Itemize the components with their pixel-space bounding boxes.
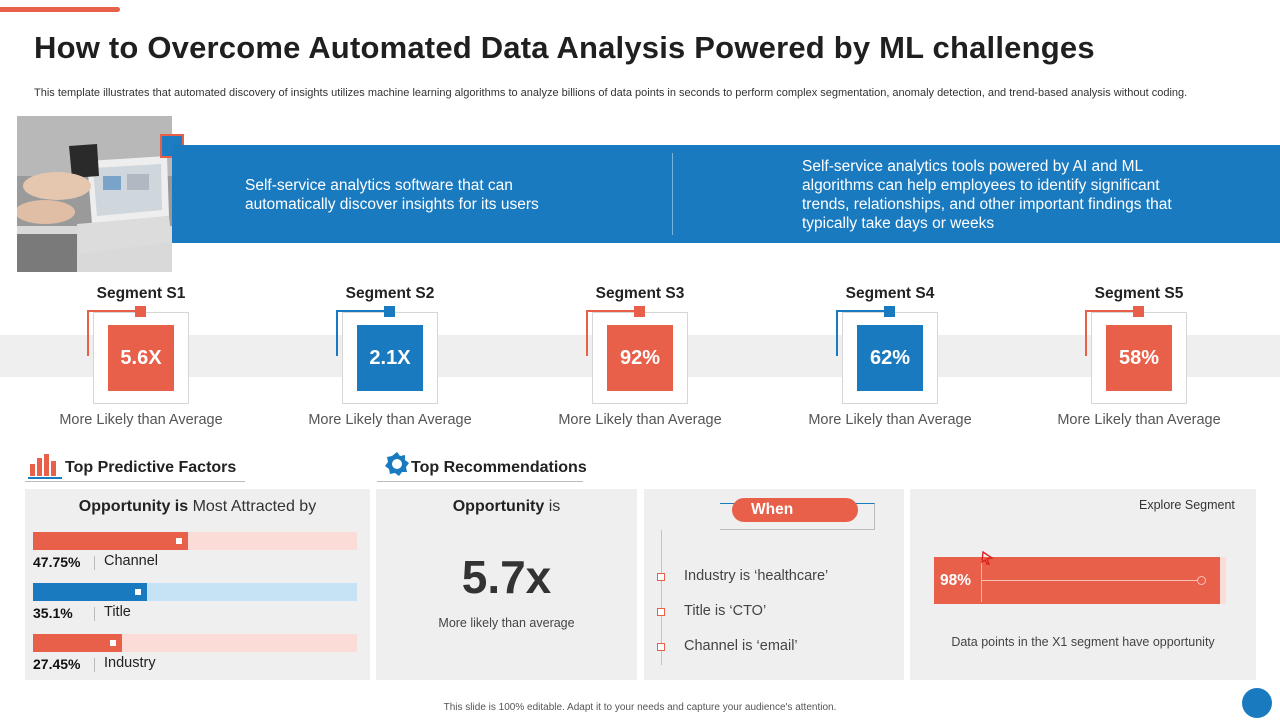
predictive-title-rest: Most Attracted by bbox=[192, 498, 317, 515]
banner-right-text: Self-service analytics tools powered by … bbox=[802, 158, 1172, 232]
recommendations-heading: Top Recommendations bbox=[411, 459, 587, 476]
factor-separator bbox=[94, 658, 95, 672]
segment-value: 92% bbox=[607, 325, 673, 391]
factor-bar-fill bbox=[33, 532, 188, 550]
factor-bar-knob bbox=[176, 538, 182, 544]
segment-bracket bbox=[1085, 310, 1139, 356]
explore-value: 98% bbox=[940, 572, 972, 589]
factor-label: Industry bbox=[104, 655, 156, 671]
segment-card: Segment S4 62% More Likely than Average bbox=[790, 285, 990, 435]
footer-note: This slide is 100% editable. Adapt it to… bbox=[443, 702, 837, 713]
badge-icon bbox=[384, 451, 410, 477]
explore-bar-knob bbox=[1197, 576, 1206, 585]
banner-divider bbox=[672, 153, 673, 235]
factor-bar-track bbox=[33, 634, 357, 652]
explore-caption: Data points in the X1 segment have oppor… bbox=[951, 635, 1215, 649]
segment-caption: More Likely than Average bbox=[59, 412, 223, 428]
laptop-photo bbox=[17, 116, 172, 272]
condition-item: Title is ‘CTO’ bbox=[684, 603, 767, 619]
condition-bullet bbox=[657, 643, 665, 651]
segment-value: 2.1X bbox=[357, 325, 423, 391]
factor-label: Channel bbox=[104, 553, 159, 569]
segment-caption: More Likely than Average bbox=[558, 412, 722, 428]
segment-title: Segment S3 bbox=[595, 285, 685, 302]
condition-item: Channel is ‘email’ bbox=[684, 638, 798, 654]
condition-bullet bbox=[657, 608, 665, 616]
segment-card: Segment S5 58% More Likely than Average bbox=[1039, 285, 1239, 435]
when-timeline bbox=[661, 530, 662, 665]
segment-bracket bbox=[336, 310, 390, 356]
factor-separator bbox=[94, 556, 95, 570]
segment-value: 5.6X bbox=[108, 325, 174, 391]
segment-title: Segment S5 bbox=[1094, 285, 1184, 302]
factor-separator bbox=[94, 607, 95, 621]
condition-item: Industry is ‘healthcare’ bbox=[684, 568, 829, 584]
pointer-icon bbox=[980, 550, 994, 565]
segment-value: 62% bbox=[857, 325, 923, 391]
opportunity-big-value: 5.7x bbox=[461, 551, 552, 603]
segment-caption: More Likely than Average bbox=[808, 412, 972, 428]
factor-bar-knob bbox=[110, 640, 116, 646]
opportunity-caption: More likely than average bbox=[438, 616, 575, 630]
segment-marker bbox=[1133, 306, 1144, 317]
opportunity-title-bold: Opportunity bbox=[452, 498, 545, 515]
explore-bar-divider bbox=[981, 560, 982, 602]
factor-value: 47.75% bbox=[33, 554, 81, 570]
top-accent-bar bbox=[0, 7, 120, 12]
banner-left-text: Self-service analytics software that can… bbox=[245, 177, 539, 213]
factor-bar-knob bbox=[135, 589, 141, 595]
factor-value: 35.1% bbox=[33, 605, 73, 621]
corner-dot bbox=[1242, 688, 1272, 718]
factor-bar-fill bbox=[33, 634, 122, 652]
page-subtitle: This template illustrates that automated… bbox=[34, 87, 1188, 99]
opportunity-panel bbox=[376, 489, 637, 680]
when-label: When bbox=[751, 501, 794, 518]
bar-chart-icon bbox=[28, 450, 62, 480]
segment-marker bbox=[884, 306, 895, 317]
insight-banner bbox=[172, 145, 1280, 243]
segment-marker bbox=[384, 306, 395, 317]
factor-bar-track bbox=[33, 583, 357, 601]
segment-caption: More Likely than Average bbox=[1057, 412, 1221, 428]
recommendations-heading-underline bbox=[377, 481, 583, 482]
segment-bracket bbox=[87, 310, 141, 356]
factor-bar-fill bbox=[33, 583, 147, 601]
opportunity-title: Opportunity is bbox=[376, 498, 637, 516]
explore-bar-line bbox=[982, 580, 1200, 581]
predictive-heading: Top Predictive Factors bbox=[65, 459, 237, 476]
segment-marker bbox=[634, 306, 645, 317]
predictive-title-bold: Opportunity is bbox=[78, 498, 189, 515]
segment-title: Segment S1 bbox=[96, 285, 186, 302]
factor-label: Title bbox=[104, 604, 131, 620]
predictive-heading-underline bbox=[25, 481, 245, 482]
opportunity-title-rest: is bbox=[548, 498, 561, 515]
segment-card: Segment S1 5.6X More Likely than Average bbox=[41, 285, 241, 435]
segment-bracket bbox=[586, 310, 640, 356]
factor-value: 27.45% bbox=[33, 656, 81, 672]
segment-title: Segment S2 bbox=[345, 285, 435, 302]
predictive-panel-title: Opportunity is Most Attracted by bbox=[25, 498, 370, 516]
segment-card: Segment S3 92% More Likely than Average bbox=[540, 285, 740, 435]
explore-label: Explore Segment bbox=[1139, 498, 1235, 512]
segment-value: 58% bbox=[1106, 325, 1172, 391]
when-pill bbox=[732, 498, 858, 522]
segment-caption: More Likely than Average bbox=[308, 412, 472, 428]
condition-bullet bbox=[657, 573, 665, 581]
page-title: How to Overcome Automated Data Analysis … bbox=[34, 30, 1095, 65]
segment-card: Segment S2 2.1X More Likely than Average bbox=[290, 285, 490, 435]
segment-title: Segment S4 bbox=[845, 285, 935, 302]
factor-bar-track bbox=[33, 532, 357, 550]
segment-marker bbox=[135, 306, 146, 317]
segment-bracket bbox=[836, 310, 890, 356]
